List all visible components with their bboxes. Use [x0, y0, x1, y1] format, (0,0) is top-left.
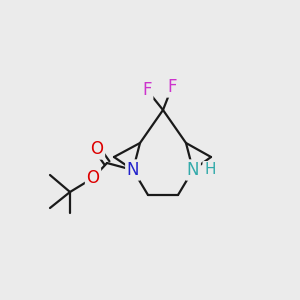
Text: N: N: [187, 161, 199, 179]
Text: H: H: [204, 163, 215, 178]
Text: N: N: [127, 161, 139, 179]
Text: F: F: [142, 81, 152, 99]
Text: F: F: [167, 78, 177, 96]
Text: O: O: [91, 140, 103, 158]
Text: O: O: [86, 169, 100, 187]
